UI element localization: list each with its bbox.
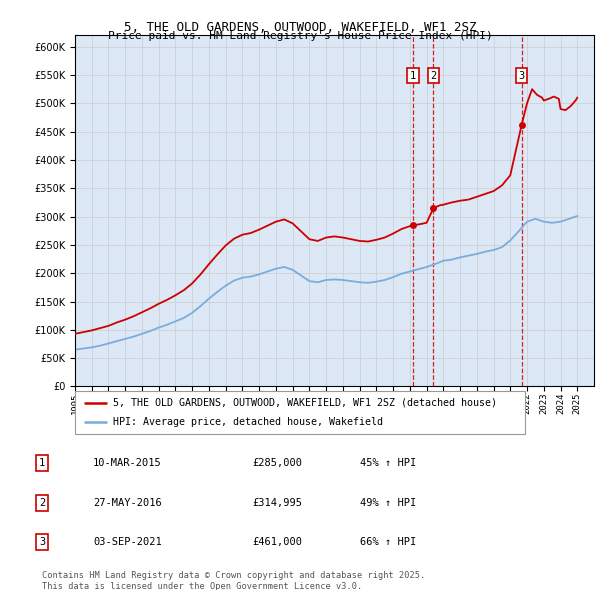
Point xyxy=(517,121,526,130)
Text: This data is licensed under the Open Government Licence v3.0.: This data is licensed under the Open Gov… xyxy=(42,582,362,590)
Text: 5, THE OLD GARDENS, OUTWOOD, WAKEFIELD, WF1 2SZ (detached house): 5, THE OLD GARDENS, OUTWOOD, WAKEFIELD, … xyxy=(113,398,497,408)
Text: £285,000: £285,000 xyxy=(252,458,302,468)
Text: 2: 2 xyxy=(39,498,45,507)
Point xyxy=(408,220,418,230)
Text: 5, THE OLD GARDENS, OUTWOOD, WAKEFIELD, WF1 2SZ: 5, THE OLD GARDENS, OUTWOOD, WAKEFIELD, … xyxy=(124,21,476,34)
Text: 49% ↑ HPI: 49% ↑ HPI xyxy=(360,498,416,507)
Text: Contains HM Land Registry data © Crown copyright and database right 2025.: Contains HM Land Registry data © Crown c… xyxy=(42,571,425,580)
Text: 3: 3 xyxy=(518,71,524,81)
Text: £461,000: £461,000 xyxy=(252,537,302,547)
Text: £314,995: £314,995 xyxy=(252,498,302,507)
Text: 1: 1 xyxy=(410,71,416,81)
Point xyxy=(428,204,438,213)
Text: 27-MAY-2016: 27-MAY-2016 xyxy=(93,498,162,507)
Text: 45% ↑ HPI: 45% ↑ HPI xyxy=(360,458,416,468)
Text: 10-MAR-2015: 10-MAR-2015 xyxy=(93,458,162,468)
Text: 66% ↑ HPI: 66% ↑ HPI xyxy=(360,537,416,547)
Text: 2: 2 xyxy=(430,71,437,81)
FancyBboxPatch shape xyxy=(75,391,525,434)
Text: Price paid vs. HM Land Registry's House Price Index (HPI): Price paid vs. HM Land Registry's House … xyxy=(107,31,493,41)
Text: 3: 3 xyxy=(39,537,45,547)
Text: 1: 1 xyxy=(39,458,45,468)
Text: 03-SEP-2021: 03-SEP-2021 xyxy=(93,537,162,547)
Text: HPI: Average price, detached house, Wakefield: HPI: Average price, detached house, Wake… xyxy=(113,417,383,427)
